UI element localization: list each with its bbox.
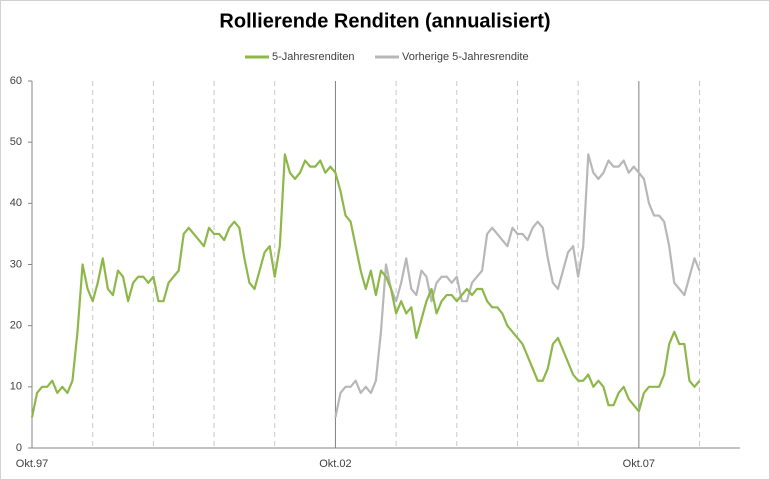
series-line: [334, 153, 701, 418]
chart-title: Rollierende Renditen (annualisiert): [219, 10, 550, 32]
y-tick-label: 60: [10, 75, 22, 87]
y-tick-label: 40: [10, 197, 22, 209]
legend-label: 5-Jahresrenditen: [272, 51, 355, 63]
x-tick-label: Okt.97: [16, 458, 48, 470]
x-tick-label: Okt.02: [319, 458, 351, 470]
legend-label: Vorherige 5-Jahresrendite: [402, 51, 529, 63]
y-tick-label: 10: [10, 381, 22, 393]
series-line: [30, 153, 701, 418]
y-tick-label: 30: [10, 258, 22, 270]
y-tick-label: 0: [16, 442, 22, 454]
x-tick-label: Okt.07: [623, 458, 655, 470]
y-tick-label: 50: [10, 136, 22, 148]
y-tick-label: 20: [10, 320, 22, 332]
